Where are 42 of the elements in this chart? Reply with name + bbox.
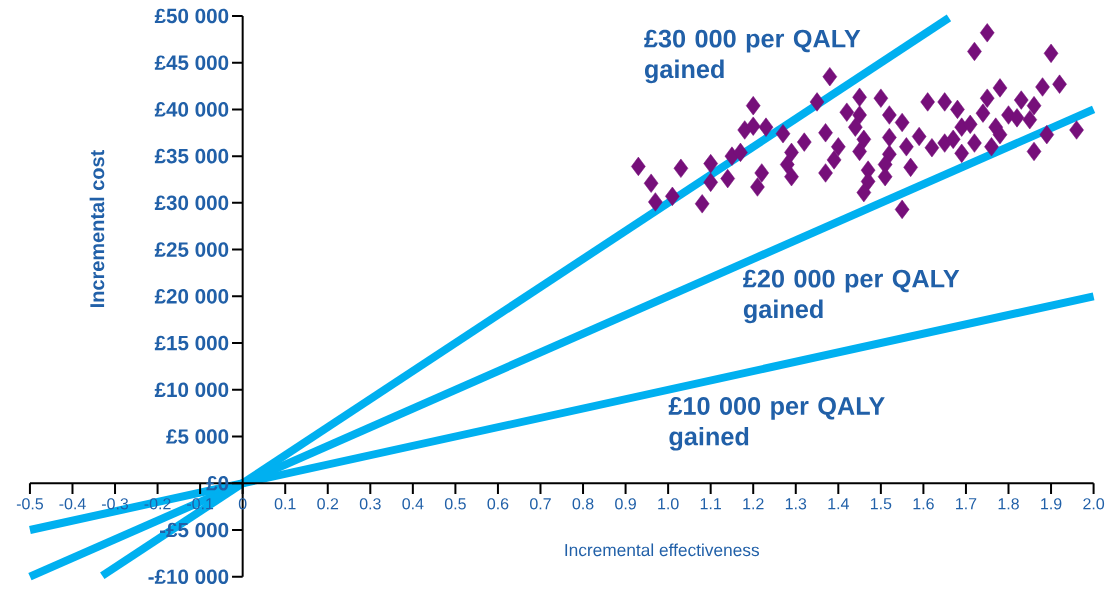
annotation: £30 000 per QALY gained — [644, 29, 861, 84]
x-tick-label: 0.1 — [274, 498, 296, 510]
annotation: £10 000 per QALY gained — [668, 397, 885, 451]
x-tick-label: 1.2 — [743, 498, 764, 510]
x-tick-label: 1.8 — [998, 498, 1019, 510]
x-axis-title: Incremental effectiveness — [565, 543, 760, 557]
x-tick-label: 0.9 — [615, 498, 636, 510]
x-tick-label: 0.8 — [572, 498, 594, 510]
x-tick-label: -0.3 — [101, 498, 129, 510]
y-axis-title: Incremental cost — [89, 150, 105, 308]
x-tick-label: 0.6 — [487, 498, 509, 510]
x-tick-label: 0.2 — [317, 498, 339, 510]
x-tick-label: 1.5 — [870, 498, 892, 510]
x-tick-label: 1.7 — [956, 498, 977, 510]
y-tick-label: £30 000 — [154, 195, 229, 211]
x-tick-label: -0.1 — [187, 498, 214, 510]
x-tick-label: 0.7 — [530, 498, 551, 510]
x-tick-label: 1.6 — [913, 498, 934, 510]
x-tick-label: 0.4 — [402, 498, 424, 510]
y-tick-label: £50 000 — [154, 8, 229, 24]
x-tick-label: 1.1 — [700, 498, 721, 510]
y-tick-label: £15 000 — [154, 335, 229, 351]
y-tick-label: -£10 000 — [148, 569, 229, 585]
y-tick-label: £0 — [206, 476, 229, 491]
x-tick-label: 1.4 — [828, 498, 849, 510]
y-tick-label: -£5 000 — [159, 522, 229, 538]
y-tick-label: £10 000 — [154, 382, 229, 398]
x-tick-label: 0.5 — [444, 498, 466, 510]
x-tick-label: 1.9 — [1041, 498, 1062, 510]
x-tick-label: 1.3 — [785, 498, 807, 510]
annotation: £20 000 per QALY gained — [743, 269, 960, 324]
x-tick-label: 2.0 — [1083, 498, 1105, 510]
y-tick-label: £20 000 — [154, 289, 229, 304]
y-tick-label: £35 000 — [154, 148, 229, 164]
y-tick-label: £5 000 — [166, 429, 229, 444]
y-tick-label: £40 000 — [154, 102, 229, 117]
x-tick-label: 1.0 — [658, 498, 679, 510]
y-tick-label: £45 000 — [154, 55, 229, 71]
x-tick-label: -0.4 — [59, 498, 86, 510]
y-tick-label: £25 000 — [154, 242, 229, 258]
x-tick-label: 0.3 — [359, 498, 381, 510]
x-tick-label: -0.5 — [16, 498, 44, 510]
